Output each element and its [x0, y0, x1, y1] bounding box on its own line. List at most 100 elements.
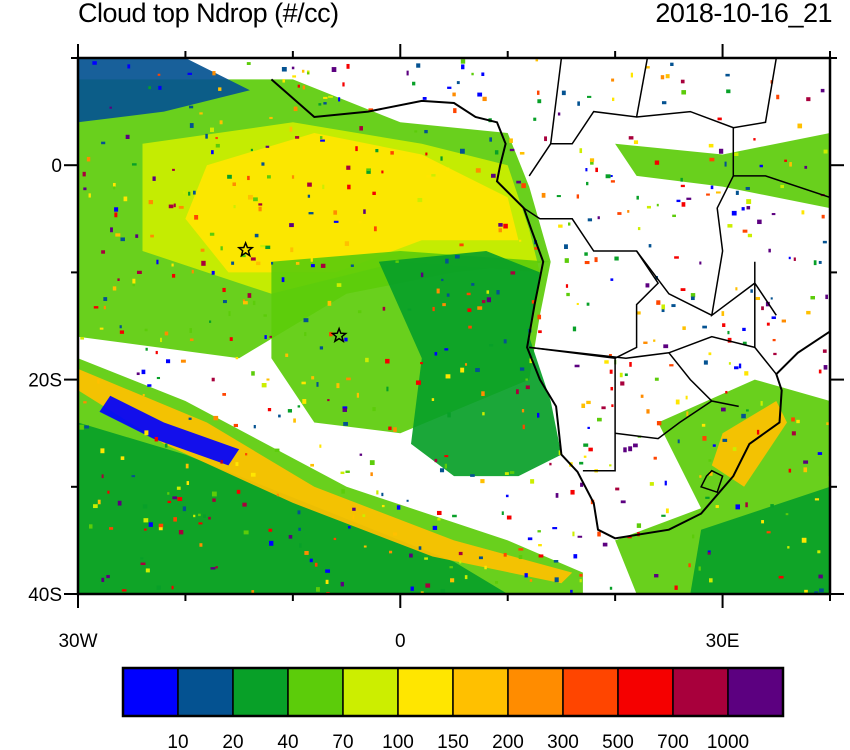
cloud-speckle: [167, 492, 170, 495]
cloud-speckle: [112, 286, 117, 291]
cloud-speckle: [164, 331, 169, 336]
cloud-speckle: [445, 374, 451, 379]
cloud-speckle: [344, 241, 350, 246]
cloud-speckle: [735, 504, 741, 510]
cloud-speckle: [171, 273, 176, 278]
cloud-speckle: [459, 243, 464, 247]
cloud-speckle: [615, 487, 620, 491]
cloud-speckle: [509, 471, 515, 474]
cloud-speckle: [189, 338, 194, 342]
cloud-speckle: [586, 400, 591, 405]
cloud-speckle: [481, 72, 485, 77]
cloud-speckle: [260, 244, 266, 248]
country-border: [615, 400, 713, 440]
cloud-speckle: [302, 399, 307, 404]
cloud-speckle: [265, 145, 270, 148]
cloud-speckle: [211, 150, 214, 155]
cloud-speckle: [645, 66, 650, 69]
cloud-speckle: [449, 566, 453, 569]
cloud-speckle: [245, 453, 248, 456]
cloud-speckle: [489, 137, 493, 142]
cloud-speckle: [358, 220, 362, 224]
cloud-speckle: [333, 210, 338, 215]
cloud-speckle: [558, 450, 561, 456]
cloud-speckle: [788, 256, 791, 260]
cloud-speckle: [572, 326, 577, 332]
cloud-speckle: [156, 259, 159, 265]
cloud-speckle: [584, 260, 590, 265]
cloud-speckle: [200, 248, 205, 252]
cloud-speckle: [518, 555, 523, 560]
cloud-speckle: [432, 525, 438, 530]
cloud-speckle: [646, 205, 651, 209]
cloud-speckle: [316, 587, 320, 592]
cloud-speckle: [185, 463, 189, 469]
cloud-speckle: [344, 337, 348, 342]
cloud-speckle: [253, 197, 258, 202]
cloud-speckle: [180, 359, 186, 363]
cloud-speckle: [340, 581, 344, 587]
cloud-speckle: [627, 210, 630, 213]
cloud-speckle: [396, 505, 401, 510]
cloud-speckle: [804, 165, 808, 169]
cloud-speckle: [441, 278, 444, 282]
cloud-speckle: [692, 534, 695, 539]
colorbar-label: 1000: [707, 732, 749, 750]
cloud-speckle: [278, 414, 281, 418]
cloud-speckle: [803, 460, 809, 464]
cloud-speckle: [445, 167, 450, 171]
cloud-speckle: [654, 160, 660, 165]
cloud-speckle: [189, 105, 194, 109]
cloud-speckle: [191, 269, 194, 274]
cloud-speckle: [143, 528, 147, 531]
cloud-speckle: [688, 563, 691, 568]
cloud-speckle: [376, 490, 379, 495]
cloud-speckle: [107, 490, 110, 494]
cloud-speckle: [519, 367, 525, 371]
cloud-speckle: [177, 497, 183, 502]
cloud-speckle: [558, 224, 563, 228]
markers: [236, 240, 348, 344]
cloud-speckle: [327, 300, 332, 306]
cloud-speckle: [301, 381, 306, 385]
cloud-speckle: [471, 283, 475, 286]
colorbar-swatch: [727, 667, 784, 717]
cloud-speckle: [100, 448, 105, 454]
cloud-speckle: [243, 530, 249, 535]
cloud-speckle: [735, 287, 738, 291]
cloud-speckle: [791, 417, 795, 422]
cloud-speckle: [583, 455, 587, 458]
cloud-speckle: [580, 482, 584, 487]
cloud-speckle: [199, 112, 203, 115]
cloud-speckle: [251, 371, 255, 376]
cloud-speckle: [671, 304, 676, 308]
cloud-speckle: [201, 260, 206, 266]
cloud-speckle: [437, 517, 441, 521]
cloud-speckle: [456, 81, 460, 85]
cloud-speckle: [152, 176, 156, 181]
cloud-speckle: [554, 577, 559, 583]
cloud-speckle: [735, 190, 739, 195]
cloud-speckle: [624, 373, 628, 377]
cloud-speckle: [595, 167, 598, 173]
cloud-speckle: [322, 184, 325, 190]
cloud-speckle: [123, 196, 128, 202]
cloud-speckle: [340, 471, 345, 475]
cloud-speckle: [709, 471, 713, 476]
cloud-speckle: [680, 288, 686, 292]
cloud-speckle: [685, 395, 688, 400]
cloud-speckle: [307, 72, 310, 75]
cloud-speckle: [620, 381, 625, 386]
cloud-speckle: [761, 520, 764, 524]
cloud-speckle: [232, 182, 236, 186]
cloud-speckle: [698, 566, 701, 571]
cloud-speckle: [656, 300, 661, 305]
cloud-speckle: [194, 215, 199, 220]
cloud-speckle: [97, 499, 101, 505]
cloud-speckle: [145, 568, 150, 573]
cloud-speckle: [233, 423, 238, 428]
cloud-speckle: [356, 392, 360, 398]
cloud-speckle: [333, 537, 337, 541]
cloud-speckle: [136, 270, 142, 274]
cloud-speckle: [233, 205, 236, 209]
